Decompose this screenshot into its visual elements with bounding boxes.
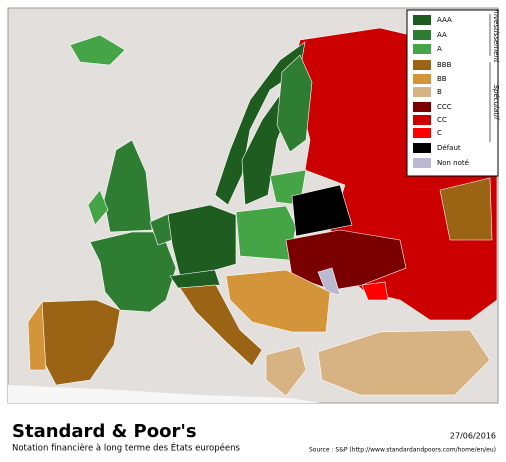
source: Source : S&P (http://www.standardandpoor… xyxy=(309,447,496,454)
poland xyxy=(235,205,297,261)
date: 27/06/2016 xyxy=(450,432,496,441)
africa xyxy=(8,385,320,403)
greece xyxy=(265,345,307,397)
moldova xyxy=(317,267,341,296)
legend-group: Spéculatif xyxy=(492,85,500,121)
legend-swatch xyxy=(413,115,431,125)
legend-swatch xyxy=(413,102,431,112)
switzerland-austria xyxy=(169,269,221,289)
legend-swatch xyxy=(413,128,431,138)
subtitle: Notation financière à long terme des Éta… xyxy=(12,442,240,454)
kazakhstan xyxy=(439,177,493,241)
legend-swatch xyxy=(413,30,431,40)
balkans xyxy=(225,269,331,333)
france xyxy=(89,231,177,313)
germany xyxy=(167,204,237,277)
legend-label: CC xyxy=(437,116,447,124)
legend-label: B xyxy=(437,88,442,96)
crimea xyxy=(361,281,389,301)
italy xyxy=(179,284,263,367)
legend-swatch xyxy=(413,158,431,168)
legend-label: AA xyxy=(437,31,447,39)
legend-label: Non noté xyxy=(437,159,469,167)
legend-label: CCC xyxy=(437,103,452,111)
legend-swatch xyxy=(413,60,431,70)
legend-label: BB xyxy=(437,75,447,83)
legend-swatch xyxy=(413,87,431,97)
ireland xyxy=(87,189,109,226)
legend-swatch xyxy=(413,15,431,25)
legend-label: A xyxy=(437,45,442,53)
legend-label: C xyxy=(437,129,442,137)
legend-label: BBB xyxy=(437,61,452,69)
legend-group: Investissement xyxy=(492,9,500,62)
portugal xyxy=(27,301,47,371)
title: Standard & Poor's xyxy=(12,421,197,442)
turkey xyxy=(317,329,491,396)
legend-swatch xyxy=(413,74,431,84)
legend-swatch xyxy=(413,143,431,153)
iceland xyxy=(69,34,126,66)
legend-swatch xyxy=(413,44,431,54)
legend-label: Défaut xyxy=(437,144,461,152)
legend-label: AAA xyxy=(437,16,452,24)
legend: Investissement Spéculatif AAAAAABBBBBBCC… xyxy=(406,9,500,177)
finland xyxy=(276,54,313,153)
belarus xyxy=(291,184,353,237)
